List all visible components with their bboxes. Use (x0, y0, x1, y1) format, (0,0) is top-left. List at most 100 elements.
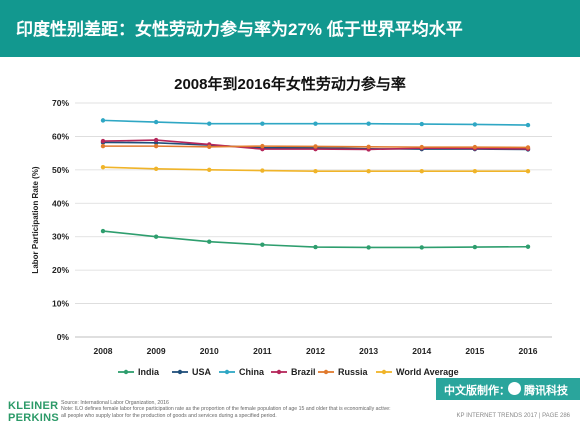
data-point (472, 244, 478, 250)
data-point (419, 168, 424, 174)
data-point (366, 144, 371, 149)
y-tick-label: 10% (52, 299, 69, 309)
x-tick-label: 2011 (253, 346, 272, 356)
data-point (100, 143, 106, 149)
series-lines (100, 118, 531, 250)
note-text: Note: ILO defines female labor force par… (61, 406, 391, 413)
legend-label: USA (192, 367, 212, 377)
data-point (366, 245, 371, 250)
page-reference: KP INTERNET TRENDS 2017 | PAGE 286 (456, 413, 571, 419)
x-tick-label: 2016 (519, 346, 538, 356)
data-point (419, 245, 424, 250)
data-point (260, 121, 265, 126)
data-point (207, 239, 212, 244)
credit-label: 中文版制作： (444, 385, 510, 397)
note-text-2: all people who supply labor for the prod… (61, 412, 277, 419)
footer-notes: Source: International Labor Organization… (61, 400, 421, 419)
data-point (100, 118, 106, 123)
x-tick-label: 2015 (465, 346, 484, 356)
data-point (366, 168, 371, 174)
data-point (100, 138, 106, 144)
line-chart: 0% 10% 20% 30% 40% 50% 60% 70% 2008 2009 2010 2011… (31, 98, 552, 377)
data-point (472, 122, 478, 127)
data-point (472, 144, 478, 150)
y-tick-label: 20% (52, 265, 69, 275)
x-tick-label: 2009 (147, 346, 166, 356)
legend-label: World Average (396, 367, 459, 377)
legend-marker (381, 369, 387, 375)
legend-label: Russia (338, 367, 369, 377)
data-point (100, 228, 106, 234)
data-point (153, 137, 159, 143)
data-point (153, 234, 159, 239)
data-point (419, 144, 424, 150)
y-tick-label: 50% (52, 165, 69, 175)
x-tick-label: 2012 (306, 346, 325, 356)
data-point (153, 143, 159, 149)
legend-label: India (138, 367, 160, 377)
y-tick-label: 30% (52, 232, 69, 242)
legend-item: China (219, 367, 265, 377)
y-tick-label: 60% (52, 131, 69, 141)
data-point (313, 121, 318, 126)
data-point (153, 119, 159, 125)
legend-label: China (239, 367, 265, 377)
data-point (366, 121, 371, 126)
data-point (260, 146, 265, 152)
chart-legend: India USA China Brazil Russia World Average (118, 367, 459, 377)
legend-item: Brazil (271, 367, 316, 377)
credit-brand: 腾讯科技 (524, 385, 568, 397)
x-tick-label: 2013 (359, 346, 378, 356)
x-tick-label: 2014 (412, 346, 431, 356)
data-point (472, 168, 478, 174)
legend-marker (177, 369, 183, 375)
series-china (100, 118, 531, 128)
data-point (525, 168, 531, 174)
data-point (207, 144, 212, 149)
legend-marker (224, 369, 230, 375)
legend-marker (276, 369, 282, 375)
data-point (260, 242, 265, 247)
source-text: Source: International Labor Organization… (61, 400, 169, 406)
data-point (100, 164, 106, 170)
y-tick-label: 0% (57, 332, 70, 342)
data-point (525, 122, 531, 128)
series-india (100, 228, 531, 250)
data-point (260, 168, 265, 173)
data-point (525, 145, 531, 150)
legend-item: India (118, 367, 160, 377)
legend-item: USA (172, 367, 212, 377)
data-point (313, 144, 318, 149)
legend-marker (323, 369, 329, 375)
x-axis-ticks: 2008 2009 2010 2011 2012 2013 2014 2015 2016 (94, 346, 538, 356)
legend-label: Brazil (291, 367, 316, 377)
credit-banner: 中文版制作： 腾讯科技 (436, 378, 580, 400)
x-tick-label: 2008 (94, 346, 113, 356)
data-point (525, 244, 531, 249)
series-russia (100, 143, 531, 150)
data-point (313, 168, 318, 174)
chart-grid (75, 102, 552, 338)
header-bar: 印度性别差距：女性劳动力参与率为27% 低于世界平均水平 (0, 0, 580, 57)
x-tick-label: 2010 (200, 346, 219, 356)
legend-item: Russia (318, 367, 369, 377)
data-point (419, 121, 424, 127)
logo-line-2: PERKINS (8, 412, 59, 424)
y-tick-label: 40% (52, 198, 69, 208)
y-axis-label: Labor Participation Rate (%) (31, 166, 40, 273)
page-title: 印度性别差距：女性劳动力参与率为27% 低于世界平均水平 (16, 20, 463, 39)
data-point (207, 167, 212, 173)
series-world-average (100, 164, 531, 174)
legend-marker (123, 369, 129, 375)
kleiner-perkins-logo: KLEINER PERKINS (8, 400, 59, 424)
legend-item: World Average (376, 367, 459, 377)
y-tick-label: 70% (52, 98, 69, 108)
data-point (153, 166, 159, 172)
data-point (260, 143, 265, 149)
data-point (313, 244, 318, 250)
data-point (207, 121, 212, 126)
tencent-logo-icon (508, 382, 521, 395)
chart-title: 2008年到2016年女性劳动力参与率 (174, 76, 406, 93)
logo-line-1: KLEINER (8, 400, 59, 412)
y-axis-ticks: 0% 10% 20% 30% 40% 50% 60% 70% (52, 98, 69, 342)
